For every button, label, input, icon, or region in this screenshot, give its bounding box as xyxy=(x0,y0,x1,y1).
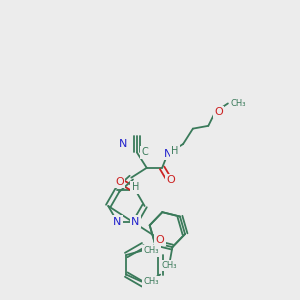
Text: O: O xyxy=(166,175,175,185)
Text: N: N xyxy=(131,217,140,227)
Text: N: N xyxy=(119,139,127,149)
Text: CH₃: CH₃ xyxy=(144,277,159,286)
Text: N: N xyxy=(113,217,122,227)
Text: CH₃: CH₃ xyxy=(231,99,246,108)
Text: N: N xyxy=(164,149,172,159)
Text: O: O xyxy=(156,235,164,244)
Text: H: H xyxy=(132,182,139,192)
Text: CH₃: CH₃ xyxy=(162,261,177,270)
Text: O: O xyxy=(214,107,223,117)
Text: O: O xyxy=(115,177,124,187)
Text: H: H xyxy=(171,146,178,156)
Text: C: C xyxy=(142,147,148,158)
Text: CH₃: CH₃ xyxy=(144,246,159,255)
